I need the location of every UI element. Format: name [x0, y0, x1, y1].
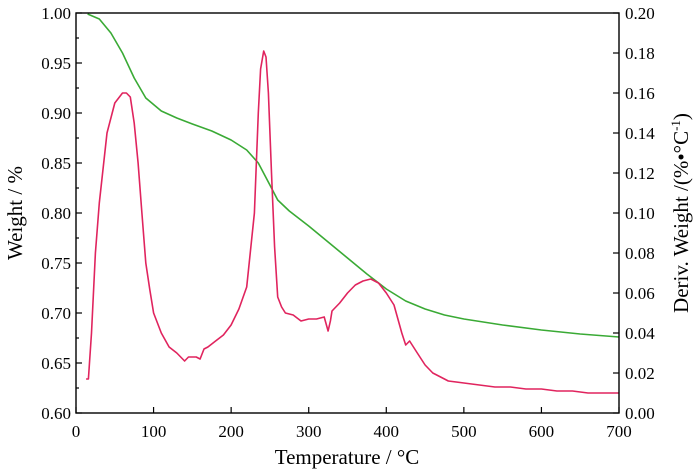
y-right-tick-label: 0.16: [625, 84, 655, 103]
y-right-tick-label: 0.12: [625, 164, 655, 183]
y-axis-right-title: Deriv. Weight /(%•°C-1): [668, 113, 693, 313]
plot-frame: [75, 12, 620, 414]
weight-series-line: [87, 13, 620, 338]
y-right-tick-label: 0.04: [625, 324, 655, 343]
y-left-tick-label: 1.00: [41, 4, 71, 23]
x-tick-label: 600: [529, 422, 555, 441]
axis-ticks: 0 100 200 300 400 500 600 700 0.60 0.65 0.70 0.75 0.…: [41, 4, 655, 441]
x-tick-label: 700: [606, 422, 632, 441]
y-left-tick-label: 0.85: [41, 154, 71, 173]
y-right-tick-label: 0.20: [625, 4, 655, 23]
x-axis-title: Temperature / °C: [275, 445, 420, 469]
x-tick-label: 100: [141, 422, 167, 441]
plot-marks: [86, 13, 620, 394]
y-left-tick-label: 0.80: [41, 204, 71, 223]
x-tick-label: 200: [218, 422, 244, 441]
y-left-tick-label: 0.90: [41, 104, 71, 123]
y-right-tick-label: 0.06: [625, 284, 655, 303]
x-tick-label: 300: [296, 422, 322, 441]
x-tick-label: 0: [72, 422, 81, 441]
deriv-weight-series-line: [86, 50, 619, 394]
y-left-tick-label: 0.95: [41, 54, 71, 73]
y-right-tick-label: 0.00: [625, 404, 655, 423]
y-axis-right-title-main: Deriv. Weight /(%•°C: [669, 131, 693, 313]
y-right-tick-label: 0.10: [625, 204, 655, 223]
y-left-tick-label: 0.65: [41, 354, 71, 373]
y-right-tick-label: 0.02: [625, 364, 655, 383]
y-left-tick-label: 0.60: [41, 404, 71, 423]
y-axis-right-title-end: ): [669, 113, 693, 120]
y-right-tick-label: 0.14: [625, 124, 655, 143]
y-right-tick-label: 0.08: [625, 244, 655, 263]
x-tick-label: 500: [451, 422, 477, 441]
y-left-tick-label: 0.75: [41, 254, 71, 273]
y-axis-left-title: Weight / %: [3, 166, 27, 260]
x-tick-label: 400: [374, 422, 400, 441]
y-axis-right-title-sup: -1: [668, 120, 683, 131]
y-left-tick-label: 0.70: [41, 304, 71, 323]
y-right-tick-label: 0.18: [625, 44, 655, 63]
